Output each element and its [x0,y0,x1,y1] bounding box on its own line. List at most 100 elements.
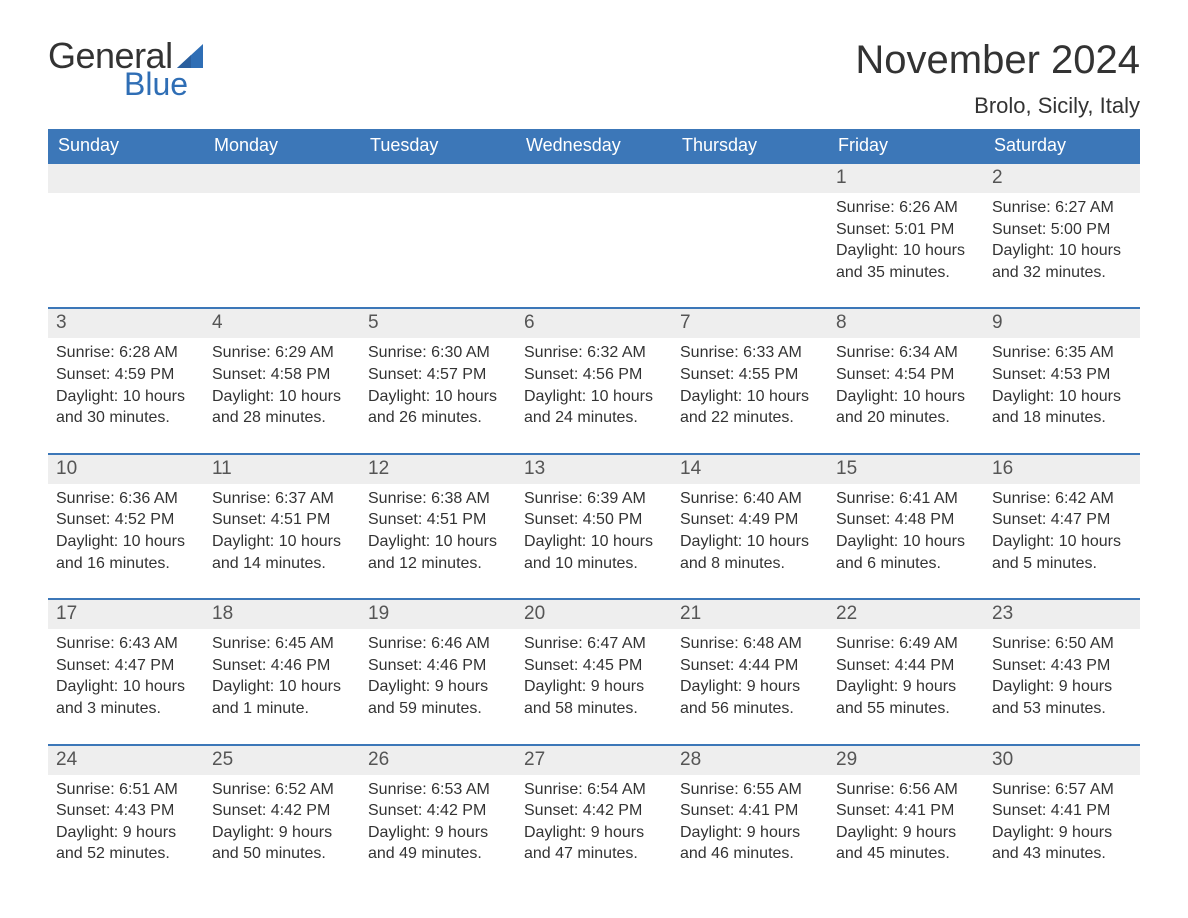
daylight-text: and 28 minutes. [212,407,352,429]
daylight-text: and 59 minutes. [368,698,508,720]
weekday-header: Saturday [984,129,1140,164]
daylight-text: and 6 minutes. [836,553,976,575]
sunrise-text: Sunrise: 6:54 AM [524,779,664,801]
daylight-text: Daylight: 10 hours [992,531,1132,553]
sunrise-text: Sunrise: 6:42 AM [992,488,1132,510]
sunrise-text: Sunrise: 6:29 AM [212,342,352,364]
day-number: 4 [204,309,360,338]
sunrise-text: Sunrise: 6:38 AM [368,488,508,510]
day-body: Sunrise: 6:55 AMSunset: 4:41 PMDaylight:… [672,775,828,871]
daylight-text: and 50 minutes. [212,843,352,865]
daylight-text: and 18 minutes. [992,407,1132,429]
daylight-text: Daylight: 10 hours [56,386,196,408]
month-title: November 2024 [855,38,1140,83]
day-number: 12 [360,455,516,484]
day-number [516,164,672,193]
sunrise-text: Sunrise: 6:48 AM [680,633,820,655]
week-row: 3Sunrise: 6:28 AMSunset: 4:59 PMDaylight… [48,307,1140,434]
sunrise-text: Sunrise: 6:52 AM [212,779,352,801]
day-body: Sunrise: 6:49 AMSunset: 4:44 PMDaylight:… [828,629,984,725]
daylight-text: and 26 minutes. [368,407,508,429]
daylight-text: and 45 minutes. [836,843,976,865]
sunset-text: Sunset: 4:48 PM [836,509,976,531]
sunset-text: Sunset: 4:53 PM [992,364,1132,386]
sunset-text: Sunset: 4:41 PM [992,800,1132,822]
daylight-text: Daylight: 9 hours [992,676,1132,698]
sunrise-text: Sunrise: 6:27 AM [992,197,1132,219]
day-body: Sunrise: 6:52 AMSunset: 4:42 PMDaylight:… [204,775,360,871]
day-body: Sunrise: 6:40 AMSunset: 4:49 PMDaylight:… [672,484,828,580]
sunset-text: Sunset: 4:50 PM [524,509,664,531]
week-row: 24Sunrise: 6:51 AMSunset: 4:43 PMDayligh… [48,744,1140,871]
daylight-text: and 56 minutes. [680,698,820,720]
sunset-text: Sunset: 4:41 PM [680,800,820,822]
weekday-header: Monday [204,129,360,164]
daylight-text: Daylight: 10 hours [524,386,664,408]
daylight-text: and 32 minutes. [992,262,1132,284]
sunset-text: Sunset: 4:42 PM [524,800,664,822]
day-cell: 14Sunrise: 6:40 AMSunset: 4:49 PMDayligh… [672,455,828,580]
day-number: 8 [828,309,984,338]
daylight-text: and 58 minutes. [524,698,664,720]
day-number: 27 [516,746,672,775]
day-body: Sunrise: 6:39 AMSunset: 4:50 PMDaylight:… [516,484,672,580]
day-number: 24 [48,746,204,775]
daylight-text: and 46 minutes. [680,843,820,865]
sunrise-text: Sunrise: 6:50 AM [992,633,1132,655]
logo: General Blue [48,38,207,100]
daylight-text: Daylight: 9 hours [524,676,664,698]
sunrise-text: Sunrise: 6:46 AM [368,633,508,655]
sunset-text: Sunset: 4:44 PM [680,655,820,677]
daylight-text: and 35 minutes. [836,262,976,284]
day-number: 22 [828,600,984,629]
weekday-header: Thursday [672,129,828,164]
day-number: 21 [672,600,828,629]
day-number: 16 [984,455,1140,484]
sunrise-text: Sunrise: 6:36 AM [56,488,196,510]
daylight-text: Daylight: 10 hours [368,386,508,408]
day-body: Sunrise: 6:47 AMSunset: 4:45 PMDaylight:… [516,629,672,725]
sunset-text: Sunset: 4:51 PM [212,509,352,531]
sunset-text: Sunset: 4:56 PM [524,364,664,386]
day-cell: 21 Sunrise: 6:48 AMSunset: 4:44 PMDayligh… [672,600,828,725]
day-number: 1 [828,164,984,193]
sunset-text: Sunset: 4:42 PM [212,800,352,822]
day-cell: 4Sunrise: 6:29 AMSunset: 4:58 PMDaylight… [204,309,360,434]
daylight-text: Daylight: 9 hours [680,676,820,698]
day-body: Sunrise: 6:51 AMSunset: 4:43 PMDaylight:… [48,775,204,871]
sunrise-text: Sunrise: 6:47 AM [524,633,664,655]
header: General Blue November 2024 Brolo, Sicily… [48,38,1140,119]
week-row: 10Sunrise: 6:36 AMSunset: 4:52 PMDayligh… [48,453,1140,580]
weekday-header: Friday [828,129,984,164]
daylight-text: and 24 minutes. [524,407,664,429]
sunrise-text: Sunrise: 6:56 AM [836,779,976,801]
day-cell: 26Sunrise: 6:53 AMSunset: 4:42 PMDayligh… [360,746,516,871]
week-row: 1Sunrise: 6:26 AMSunset: 5:01 PMDaylight… [48,164,1140,289]
day-body: Sunrise: 6:28 AMSunset: 4:59 PMDaylight:… [48,338,204,434]
logo-text-blue: Blue [124,68,207,100]
day-number [48,164,204,193]
day-body: Sunrise: 6:34 AMSunset: 4:54 PMDaylight:… [828,338,984,434]
day-cell: 16 Sunrise: 6:42 AMSunset: 4:47 PMDayligh… [984,455,1140,580]
day-cell: 15Sunrise: 6:41 AMSunset: 4:48 PMDayligh… [828,455,984,580]
daylight-text: and 3 minutes. [56,698,196,720]
day-number: 10 [48,455,204,484]
day-number: 13 [516,455,672,484]
daylight-text: Daylight: 10 hours [368,531,508,553]
day-body: Sunrise: 6:43 AMSunset: 4:47 PMDaylight:… [48,629,204,725]
day-number: 5 [360,309,516,338]
daylight-text: and 5 minutes. [992,553,1132,575]
sunset-text: Sunset: 4:46 PM [368,655,508,677]
sunset-text: Sunset: 4:49 PM [680,509,820,531]
day-number: 26 [360,746,516,775]
daylight-text: Daylight: 10 hours [836,386,976,408]
daylight-text: Daylight: 10 hours [212,386,352,408]
day-body: Sunrise: 6:32 AMSunset: 4:56 PMDaylight:… [516,338,672,434]
day-body: Sunrise: 6:38 AMSunset: 4:51 PMDaylight:… [360,484,516,580]
day-cell: 12Sunrise: 6:38 AMSunset: 4:51 PMDayligh… [360,455,516,580]
daylight-text: Daylight: 10 hours [680,386,820,408]
sunset-text: Sunset: 4:54 PM [836,364,976,386]
daylight-text: and 14 minutes. [212,553,352,575]
sunset-text: Sunset: 4:47 PM [992,509,1132,531]
sunrise-text: Sunrise: 6:32 AM [524,342,664,364]
